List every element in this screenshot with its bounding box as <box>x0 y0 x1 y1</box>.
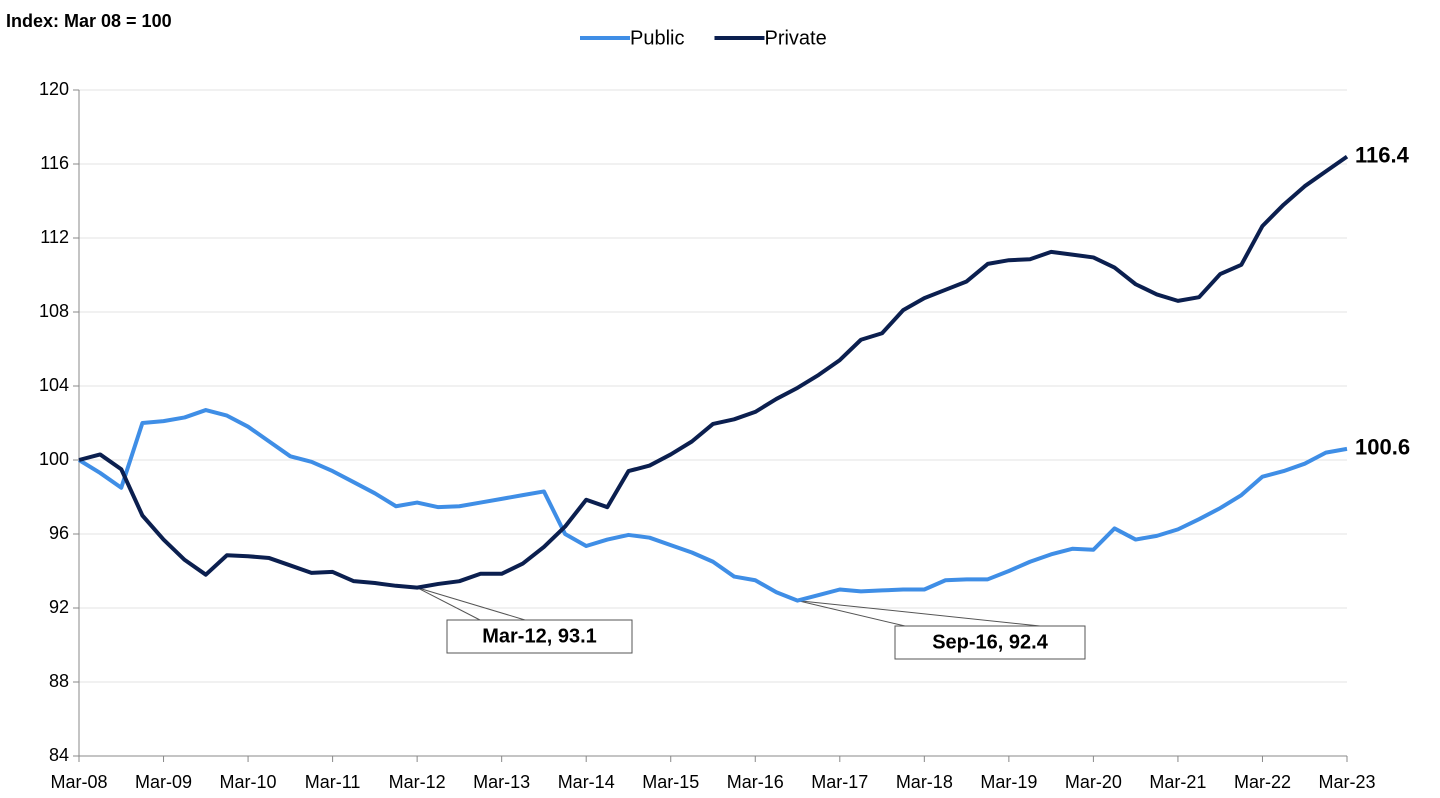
annotation-box <box>446 619 633 654</box>
y-axis-title: Index: Mar 08 = 100 <box>6 11 172 31</box>
y-tick-label: 88 <box>49 671 69 691</box>
x-tick-label: Mar-23 <box>1318 772 1375 792</box>
leader-line <box>797 600 1041 627</box>
leader-line <box>416 587 526 621</box>
legend-label: Public <box>630 27 684 49</box>
y-tick-label: 100 <box>39 449 69 469</box>
y-tick-label: 84 <box>49 745 69 765</box>
annotation: Mar-12, 93.1 <box>482 625 597 647</box>
x-tick-label: Mar-22 <box>1234 772 1291 792</box>
y-tick-label: 104 <box>39 375 69 395</box>
x-tick-label: Mar-20 <box>1065 772 1122 792</box>
x-tick-label: Mar-15 <box>642 772 699 792</box>
end-label: 116.4 <box>1355 142 1410 167</box>
annotation: Sep-16, 92.4 <box>932 631 1049 653</box>
x-tick-label: Mar-13 <box>473 772 530 792</box>
y-tick-label: 120 <box>39 79 69 99</box>
x-tick-label: Mar-18 <box>896 772 953 792</box>
x-tick-label: Mar-14 <box>558 772 615 792</box>
x-tick-label: Mar-21 <box>1149 772 1206 792</box>
leader-line <box>797 600 906 627</box>
end-label: 100.6 <box>1355 435 1410 460</box>
y-tick-label: 112 <box>40 227 69 247</box>
x-tick-label: Mar-09 <box>135 772 192 792</box>
y-tick-label: 116 <box>40 153 69 173</box>
annotation-box <box>894 625 1086 660</box>
x-tick-label: Mar-08 <box>50 772 107 792</box>
legend-label: Private <box>764 27 826 49</box>
x-tick-label: Mar-17 <box>811 772 868 792</box>
line-series <box>78 154 1349 590</box>
y-tick-label: 96 <box>49 523 69 543</box>
x-tick-label: Mar-16 <box>727 772 784 792</box>
y-tick-label: 92 <box>49 597 69 617</box>
x-tick-label: Mar-19 <box>980 772 1037 792</box>
y-tick-label: 108 <box>39 301 69 321</box>
x-tick-label: Mar-12 <box>389 772 446 792</box>
leader-line <box>416 587 481 621</box>
x-tick-label: Mar-11 <box>305 772 361 792</box>
x-tick-label: Mar-10 <box>220 772 277 792</box>
line-series <box>77 408 1348 603</box>
